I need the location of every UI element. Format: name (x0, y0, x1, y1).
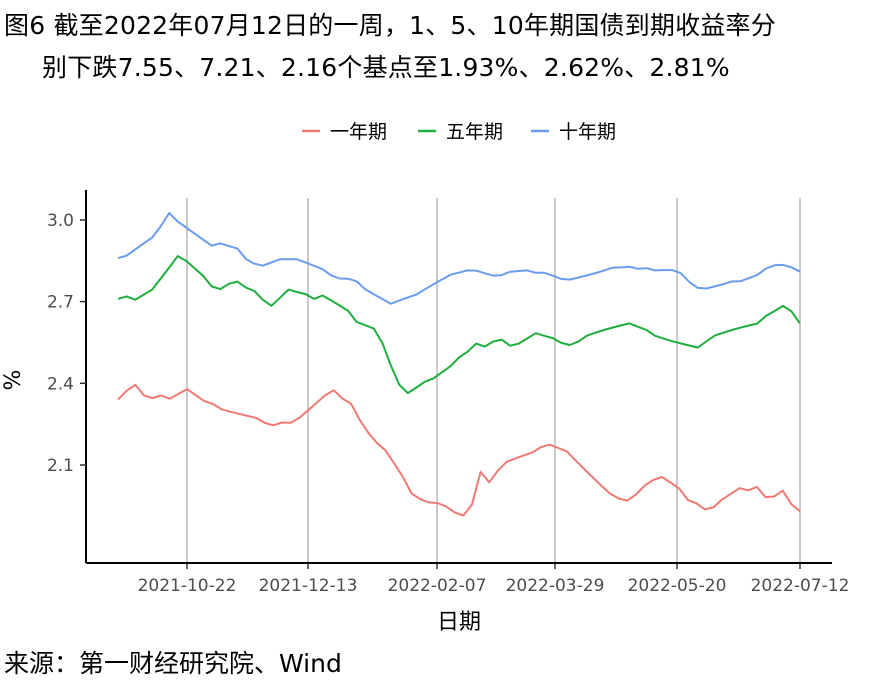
y-tick-label-0: 2.1 (47, 456, 74, 476)
grid-lines (186, 198, 801, 563)
x-tick-label-1: 2021-12-13 (259, 576, 358, 596)
series-line-2 (117, 255, 801, 395)
y-tick-label-1: 2.4 (47, 374, 74, 394)
x-tick-label-5: 2022-07-12 (751, 576, 850, 596)
x-tick-label-3: 2022-03-29 (506, 576, 605, 596)
legend-label-1: 一年期 (330, 121, 387, 143)
series-line-3 (117, 212, 801, 305)
series-line-1 (117, 383, 801, 517)
x-tick-label-4: 2022-05-20 (628, 576, 727, 596)
axes: 2.1 2.4 2.7 3.0 2021-10-22 2021-12-13 2022-02-… (1, 190, 849, 635)
x-axis-label: 日期 (437, 610, 481, 635)
chart-title-line1: 图6 截至2022年07月12日的一周，1、5、10年期国债到期收益率分 (4, 11, 776, 40)
legend-label-3: 十年期 (559, 121, 616, 143)
legend-label-2: 五年期 (446, 121, 503, 143)
y-tick-label-2: 2.7 (47, 293, 74, 313)
legend: 一年期 五年期 十年期 (302, 121, 616, 143)
y-tick-label-3: 3.0 (47, 211, 74, 231)
x-tick-label-2: 2022-02-07 (388, 576, 487, 596)
chart-title-line2: 别下跌7.55、7.21、2.16个基点至1.93%、2.62%、2.81% (42, 53, 730, 82)
series-lines (117, 212, 801, 517)
y-axis-label: % (1, 370, 26, 391)
source-note: 来源：第一财经研究院、Wind (4, 649, 342, 678)
x-tick-label-0: 2021-10-22 (138, 576, 237, 596)
